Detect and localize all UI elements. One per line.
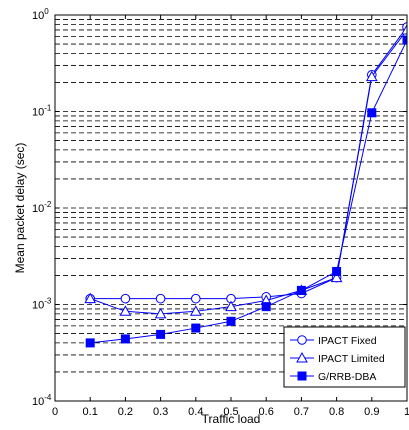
x-tick-label: 0.1 <box>83 406 98 418</box>
triangle-marker <box>154 307 167 319</box>
series-line <box>90 29 407 315</box>
triangle-marker <box>296 351 308 363</box>
circle-marker <box>155 293 166 304</box>
legend: IPACT Fixed IPACT Limited G/RRB-DBA <box>283 326 406 388</box>
series <box>85 35 407 348</box>
x-tick-label: 0.5 <box>223 406 238 418</box>
y-axis-title: Mean packet delay (sec) <box>13 143 27 274</box>
circle-marker <box>191 293 201 304</box>
square-marker <box>297 371 307 381</box>
x-tick-label: 0.8 <box>329 406 344 418</box>
square-marker <box>120 334 130 344</box>
x-tick-label: 0.6 <box>259 406 274 418</box>
square-marker <box>191 323 201 333</box>
triangle-marker <box>330 271 343 283</box>
x-tick-label: 0.7 <box>294 406 309 418</box>
y-tick-label: 100 <box>32 7 49 22</box>
circle-marker <box>120 293 131 304</box>
triangle-marker <box>119 305 132 316</box>
legend-label: G/RRB-DBA <box>318 371 376 383</box>
y-tick-label: 10-1 <box>32 104 52 119</box>
x-axis-title: Traffic load <box>202 412 261 426</box>
square-marker <box>261 302 271 312</box>
triangle-marker <box>189 305 202 316</box>
x-tick-label: 0 <box>52 406 58 418</box>
x-tick-label: 0.4 <box>188 406 203 418</box>
square-marker <box>332 266 342 276</box>
x-axis: 0 0.1 0.2 0.3 0.4 0.5 0.6 0.7 0.8 0.9 1 <box>52 15 409 418</box>
x-tick-label: 0.9 <box>364 406 379 418</box>
x-tick-label: 1 <box>404 406 409 418</box>
square-marker <box>226 316 236 326</box>
triangle-marker <box>225 300 237 312</box>
circle-marker <box>297 335 307 345</box>
series-line <box>90 39 407 344</box>
y-tick-label: 10-3 <box>32 297 52 312</box>
x-tick-label: 0.3 <box>153 406 168 418</box>
triangle-marker <box>401 23 407 35</box>
triangle-marker <box>84 292 97 304</box>
y-tick-label: 10-4 <box>32 393 52 408</box>
y-tick-label: 10-2 <box>32 200 52 215</box>
square-marker <box>367 108 377 118</box>
square-marker <box>85 338 95 348</box>
square-marker <box>296 285 306 295</box>
legend-label: IPACT Fixed <box>318 335 377 347</box>
y-axis: 10-4 10-3 10-2 10-1 100 <box>32 7 407 408</box>
triangle-marker <box>365 70 378 82</box>
square-marker <box>402 35 407 45</box>
legend-label: IPACT Limited <box>318 353 385 365</box>
square-marker <box>156 329 166 339</box>
x-tick-label: 0.2 <box>118 406 133 418</box>
series-group <box>84 22 407 348</box>
grid <box>55 19 407 373</box>
